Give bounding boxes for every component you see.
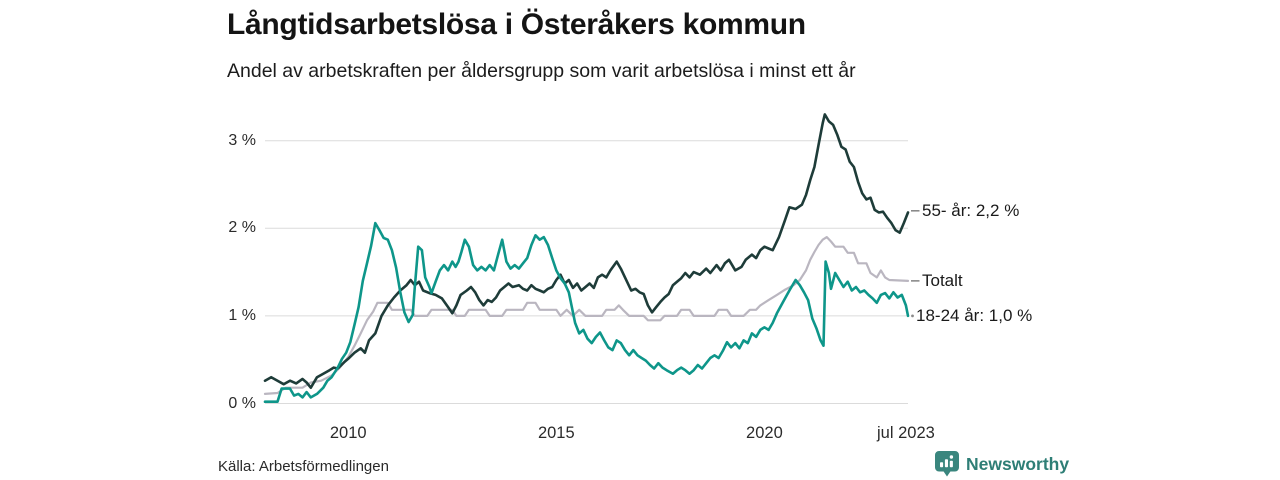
source-note: Källa: Arbetsförmedlingen (218, 458, 389, 475)
y-tick-label: 1 % (228, 306, 256, 324)
x-tick-label: 2010 (329, 424, 367, 442)
y-tick-label: 0 % (228, 394, 256, 412)
bar-chart-bubble-icon (935, 451, 959, 477)
x-tick-label: jul 2023 (877, 424, 935, 442)
series-end-label: 18-24 år: 1,0 % (916, 306, 1033, 326)
series-end-label: 55- år: 2,2 % (922, 201, 1020, 221)
y-tick-label: 3 % (228, 131, 256, 149)
x-tick-label: 2020 (746, 424, 783, 442)
page-subtitle: Andel av arbetskraften per åldersgrupp s… (227, 60, 856, 82)
y-tick-label: 2 % (228, 219, 256, 237)
page-title: Långtidsarbetslösa i Österåkers kommun (227, 8, 806, 41)
series-end-label: Totalt (922, 271, 963, 291)
newsworthy-logo: Newsworthy (935, 451, 1069, 477)
x-tick-label: 2015 (537, 424, 575, 442)
brand-name: Newsworthy (966, 453, 1070, 474)
